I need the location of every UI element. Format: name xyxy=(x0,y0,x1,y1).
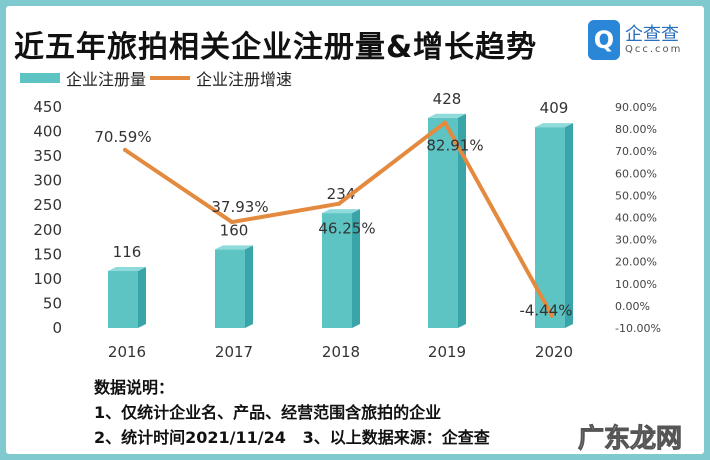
legend-swatch-bar xyxy=(20,73,60,83)
bar-value-label: 409 xyxy=(540,99,569,117)
left-axis-tick: 150 xyxy=(33,245,62,263)
growth-value-label: -4.44% xyxy=(519,302,572,320)
growth-value-label: 46.25% xyxy=(318,220,375,238)
bar xyxy=(428,117,458,328)
bar xyxy=(535,127,565,328)
logo: Q 企查查 Qcc.com xyxy=(588,20,682,60)
legend: 企业注册量 企业注册增速 xyxy=(20,66,292,90)
bar-top xyxy=(108,267,146,272)
x-axis-tick: 2016 xyxy=(108,343,146,361)
right-axis-tick: 0.00% xyxy=(615,300,650,313)
x-axis-tick: 2020 xyxy=(535,343,573,361)
logo-en: Qcc.com xyxy=(625,44,683,56)
growth-point xyxy=(123,147,127,152)
left-axis-tick: 400 xyxy=(33,123,62,141)
qcc-logo-icon: Q xyxy=(588,20,620,60)
right-axis-tick: 40.00% xyxy=(615,212,657,225)
notes-heading: 数据说明： xyxy=(94,378,175,397)
x-axis-tick: 2017 xyxy=(215,343,253,361)
legend-label-bar: 企业注册量 xyxy=(66,70,147,89)
bar-value-label: 116 xyxy=(113,243,142,261)
bar-top xyxy=(428,113,466,118)
bar-value-label: 160 xyxy=(220,221,249,239)
bar xyxy=(322,213,352,328)
right-axis-tick: 70.00% xyxy=(615,145,657,158)
left-axis-tick: 100 xyxy=(33,270,62,288)
right-axis-tick: -10.00% xyxy=(615,322,661,335)
watermark: 广东龙网 xyxy=(577,424,683,455)
left-axis-tick: 0 xyxy=(52,319,62,337)
growth-value-label: 37.93% xyxy=(211,198,268,216)
bar-side xyxy=(138,267,146,328)
left-axis-tick: 350 xyxy=(33,147,62,165)
growth-point xyxy=(230,220,234,225)
x-axis-tick: 2019 xyxy=(428,343,466,361)
right-axis-tick: 20.00% xyxy=(615,256,657,269)
x-axis-tick: 2018 xyxy=(322,343,360,361)
bar-side xyxy=(352,209,360,328)
notes-line-1: 1、仅统计企业名、产品、经营范围含旅拍的企业 xyxy=(94,403,442,422)
bar-side xyxy=(245,245,253,328)
legend-label-line: 企业注册增速 xyxy=(196,70,293,89)
right-axis-tick: 80.00% xyxy=(615,123,657,136)
bar-top xyxy=(535,123,573,128)
right-axis-tick: 60.00% xyxy=(615,167,657,180)
bar xyxy=(108,271,138,328)
legend-swatch-line xyxy=(150,76,191,80)
bar-top xyxy=(322,209,360,214)
right-axis-tick: 10.00% xyxy=(615,278,657,291)
growth-value-label: 82.91% xyxy=(426,137,483,155)
bar xyxy=(215,249,245,328)
left-axis-tick: 50 xyxy=(43,294,62,312)
logo-cn: 企查查 xyxy=(625,23,679,45)
left-axis-tick: 200 xyxy=(33,221,62,239)
left-axis-tick: 450 xyxy=(33,98,62,116)
right-axis-tick: 30.00% xyxy=(615,234,657,247)
left-axis-tick: 250 xyxy=(33,196,62,214)
bar-side xyxy=(565,123,573,328)
left-axis-tick: 300 xyxy=(33,172,62,190)
notes-line-2: 2、统计时间2021/11/24 3、以上数据来源：企查查 xyxy=(94,428,490,447)
bar-side xyxy=(458,113,466,328)
chart-title: 近五年旅拍相关企业注册量&增长趋势 xyxy=(14,30,538,65)
bar-top xyxy=(215,245,253,250)
bar-value-label: 428 xyxy=(433,90,462,108)
growth-point xyxy=(337,201,341,206)
right-axis-tick: 50.00% xyxy=(615,189,657,202)
growth-point xyxy=(443,120,447,125)
right-axis-tick: 90.00% xyxy=(615,101,657,114)
growth-point xyxy=(550,313,554,318)
growth-value-label: 70.59% xyxy=(94,128,151,146)
